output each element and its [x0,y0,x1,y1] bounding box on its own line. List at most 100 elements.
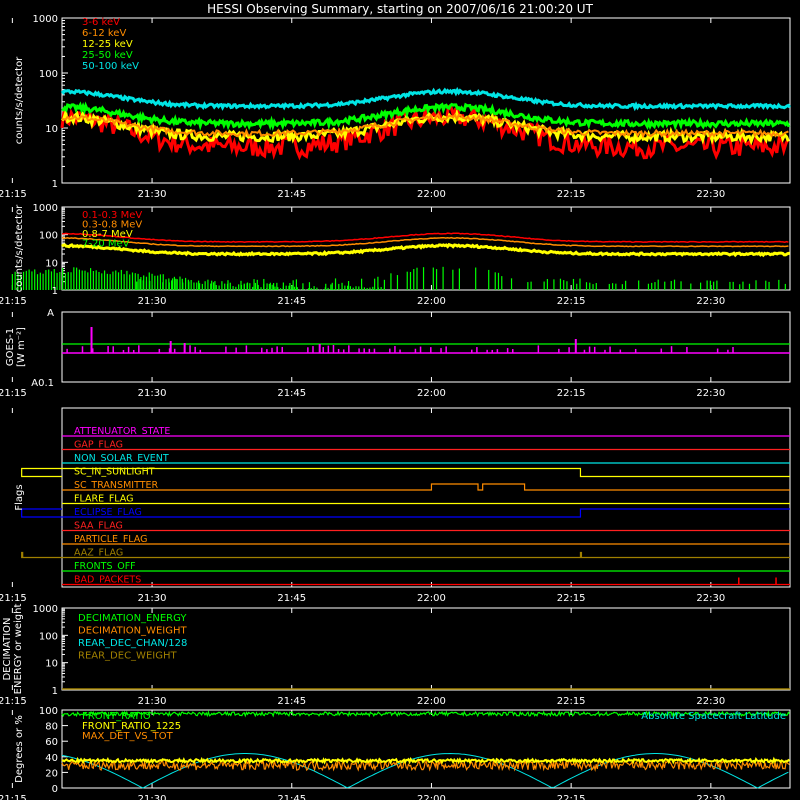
legend-item: MAX_DET_VS_TOT [82,731,174,742]
y-tick-label: 1000 [33,14,58,25]
x-tick-label: 21:30 [138,189,167,200]
legend-item: REAR_DEC_CHAN/128 [78,638,187,649]
x-tick-label: 22:15 [557,388,586,399]
y-tick-label: 1 [52,286,58,297]
panel5-ylabel: ENERGY or weight [13,604,24,695]
x-tick-label: 21:30 [138,696,167,707]
y-tick-label: 100 [39,231,58,242]
x-tick-label: 22:00 [417,593,446,604]
y-tick-label: A0.1 [31,378,54,389]
y-tick-label: 100 [39,69,58,80]
series-5-0 [61,709,790,718]
chart-title: HESSI Observing Summary, starting on 200… [207,2,593,16]
x-tick-label: 22:30 [696,696,725,707]
legend-item: 0.8-7 MeV [82,229,133,240]
y-tick-label: 40 [45,753,58,764]
flag-label: ATTENUATOR_STATE [74,426,170,437]
panel-4-frame [61,407,791,588]
x-tick-label: 22:00 [417,388,446,399]
flag-label: SC_TRANSMITTER [74,480,159,491]
panel-5-frame [61,607,791,691]
panel4-ylabel: Flags [14,484,25,510]
y-tick-label: 60 [45,737,58,748]
x-tick-label: 22:15 [557,189,586,200]
series-0-1 [61,112,789,139]
x-tick-label: 21:30 [138,296,167,307]
series-1-0 [61,232,789,243]
flag-line [21,551,790,559]
legend-item: 25-50 keV [82,50,133,61]
x-tick-label: 21:15 [0,794,27,800]
flag-label: NON_SOLAR_EVENT [74,453,169,464]
panel-2-frame [61,206,791,291]
panel2-ylabel: counts/s/detector [14,204,25,292]
legend-item: 12-25 keV [82,39,133,50]
x-tick-label: 21:45 [277,189,306,200]
y-tick-label: 1 [52,686,58,697]
flag-line [21,508,790,518]
legend-item: FRONT_RATIO [82,711,151,722]
legend-item: 50-100 keV [82,61,139,72]
y-tick-label: 100 [39,631,58,642]
x-tick-label: 22:00 [417,696,446,707]
y-tick-label: 0 [52,784,58,795]
legend-item: DECIMATION_ENERGY [78,613,187,624]
x-tick-label: 21:15 [0,296,27,307]
y-tick-label: 80 [45,722,58,733]
x-tick-label: 22:00 [417,296,446,307]
x-tick-label: 22:15 [557,696,586,707]
x-tick-label: 21:30 [138,593,167,604]
x-tick-label: 21:15 [0,388,27,399]
flag-line [21,467,790,478]
x-tick-label: 21:45 [277,388,306,399]
y-tick-label: A [47,308,54,319]
flag-label: BAD_PACKETS [74,575,141,586]
y-tick-label: 20 [45,768,58,779]
y-tick-label: 100 [39,706,58,717]
panel3-ylabel: [W m⁻²] [16,327,27,367]
flag-label: SAA_FLAG [74,521,123,532]
x-tick-label: 22:30 [696,794,725,800]
x-tick-label: 22:15 [557,593,586,604]
x-tick-label: 21:45 [277,593,306,604]
y-tick-label: 1000 [33,604,58,615]
y-tick-label: 10 [45,258,58,269]
y-tick-label: 10 [45,659,58,670]
series-1-1 [61,236,789,248]
spacecraft-latitude-line [61,752,789,789]
x-tick-label: 22:00 [417,189,446,200]
y-tick-label: 1 [52,179,58,190]
series-0-4 [60,86,792,112]
series-1-2 [61,242,790,258]
x-tick-label: 22:15 [557,296,586,307]
x-tick-label: 22:30 [696,189,725,200]
flag-label: AAZ_FLAG [74,548,123,559]
series-5-1 [61,756,791,765]
latitude-annotation: Absolute Spacecraft Latitude [641,711,786,722]
panel3-ylabel: GOES-1 [5,328,16,366]
panel6-ylabel: Degrees or % [14,715,25,783]
x-tick-label: 21:15 [0,593,27,604]
x-tick-label: 21:30 [138,388,167,399]
legend-item: 3-6 keV [82,17,120,28]
legend-item: 7-20 MeV [82,239,130,250]
legend-item: DECIMATION_WEIGHT [78,626,187,637]
x-tick-label: 22:30 [696,388,725,399]
series-0-2 [60,106,790,146]
panel-3-frame [61,311,791,383]
legend-item: REAR_DEC_WEIGHT [78,651,177,662]
legend-item: 6-12 keV [82,28,126,39]
legend-item: FRONT_RATIO_1225 [82,721,181,732]
flag-label: FRONTS_OFF [74,561,136,572]
y-tick-label: 1000 [33,203,58,214]
x-tick-label: 21:45 [277,696,306,707]
x-tick-label: 21:45 [277,794,306,800]
x-tick-label: 22:00 [417,794,446,800]
x-tick-label: 21:30 [138,794,167,800]
x-tick-label: 21:45 [277,296,306,307]
panel5-ylabel: DECIMATION [2,617,13,680]
panel-1-frame [61,17,791,184]
legend-item: 0.3-0.8 MeV [82,220,142,231]
flag-label: PARTICLE_FLAG [74,534,147,545]
